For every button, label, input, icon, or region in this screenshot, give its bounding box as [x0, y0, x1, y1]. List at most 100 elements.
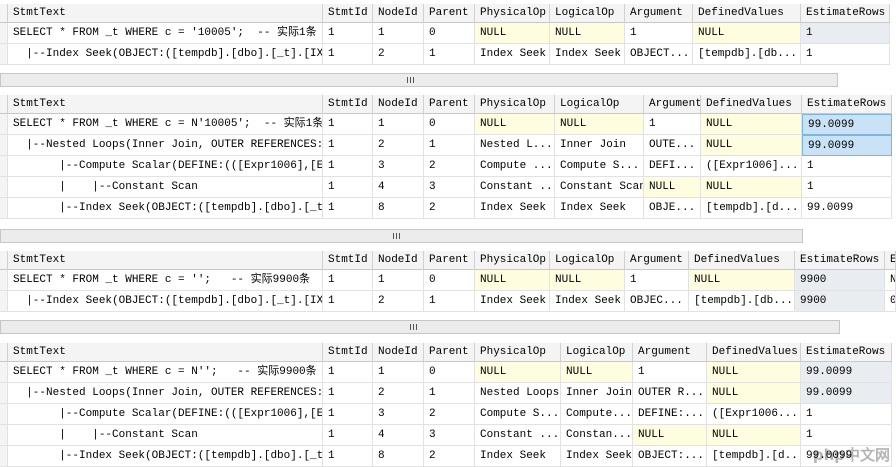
grid-cell[interactable]: |--Nested Loops(Inner Join, OUTER REFERE… [8, 135, 323, 156]
grid-cell[interactable]: 1 [625, 270, 689, 291]
grid-cell[interactable]: Compute S... [475, 404, 561, 425]
grid-cell[interactable]: NULL [550, 23, 625, 44]
grid-cell[interactable]: 1 [424, 135, 475, 156]
grid-cell[interactable]: 1 [801, 44, 890, 65]
grid-cell[interactable]: 1 [373, 114, 424, 135]
grid-cell[interactable]: 2 [424, 156, 475, 177]
column-header[interactable]: LogicalOp [550, 4, 625, 23]
grid-cell[interactable]: 1 [323, 404, 373, 425]
grid-cell[interactable]: Nested L... [475, 135, 555, 156]
grid-cell[interactable]: 3 [424, 425, 475, 446]
grid-cell[interactable]: Index Seek [550, 291, 625, 312]
column-header[interactable]: StmtId [323, 251, 373, 270]
grid-cell[interactable]: 1 [644, 114, 701, 135]
grid-cell[interactable]: [tempdb].[d... [701, 198, 802, 219]
grid-cell[interactable]: | |--Constant Scan [8, 177, 323, 198]
grid-cell[interactable]: 8 [373, 198, 424, 219]
grid-cell[interactable]: 1 [323, 44, 373, 65]
grid-cell[interactable]: 1 [323, 362, 373, 383]
column-header[interactable]: StmtText [8, 343, 323, 362]
grid-cell[interactable]: 1 [373, 270, 424, 291]
grid-cell[interactable]: SELECT * FROM _t WHERE c = ''; -- 实际9900… [8, 270, 323, 291]
column-header[interactable]: DefinedValues [689, 251, 795, 270]
grid-cell[interactable]: 0 [424, 23, 475, 44]
column-header[interactable]: Parent [424, 251, 475, 270]
grid-cell[interactable]: OBJECT:... [633, 446, 707, 467]
grid-cell[interactable]: 0 [885, 291, 896, 312]
column-header[interactable]: DefinedValues [693, 4, 801, 23]
grid-cell[interactable]: 1 [625, 23, 693, 44]
grid-cell[interactable]: Constant Scan [555, 177, 644, 198]
column-header[interactable]: NodeId [373, 4, 424, 23]
column-header[interactable]: Argument [644, 95, 701, 114]
column-header[interactable]: PhysicalOp [475, 4, 550, 23]
grid-cell[interactable]: OUTER R... [633, 383, 707, 404]
grid-cell[interactable]: 1 [424, 383, 475, 404]
grid-cell[interactable]: 3 [373, 404, 424, 425]
grid-cell[interactable]: 3 [373, 156, 424, 177]
grid-cell[interactable]: 2 [424, 198, 475, 219]
grid-cell[interactable]: 1 [424, 291, 475, 312]
grid-cell[interactable]: 1 [323, 383, 373, 404]
grid-cell[interactable]: [tempdb].[db... [689, 291, 795, 312]
grid-cell[interactable]: |--Index Seek(OBJECT:([tempdb].[dbo].[_t… [8, 198, 323, 219]
grid-cell[interactable]: NULL [633, 425, 707, 446]
grid-cell[interactable]: NULL [701, 177, 802, 198]
grid-cell[interactable]: NULL [693, 23, 801, 44]
column-header[interactable]: NodeId [373, 251, 424, 270]
grid-cell[interactable]: 1 [323, 23, 373, 44]
grid-cell[interactable]: DEFI... [644, 156, 701, 177]
grid-cell[interactable]: OBJECT... [625, 44, 693, 65]
grid-cell[interactable]: 1 [323, 425, 373, 446]
grid-cell[interactable]: 1 [323, 270, 373, 291]
grid-cell[interactable]: 1 [323, 291, 373, 312]
grid-cell[interactable]: Index Seek [555, 198, 644, 219]
grid-cell[interactable]: | |--Constant Scan [8, 425, 323, 446]
grid-cell[interactable]: 1 [633, 362, 707, 383]
grid-cell[interactable]: 0 [424, 270, 475, 291]
grid-cell[interactable]: 1 [323, 135, 373, 156]
grid-cell[interactable]: 9900 [795, 291, 885, 312]
column-header[interactable]: StmtId [323, 4, 373, 23]
column-header[interactable]: NodeId [373, 343, 424, 362]
grid-cell[interactable]: Constant ... [475, 425, 561, 446]
column-header[interactable]: Parent [424, 95, 475, 114]
grid-cell[interactable]: 8 [373, 446, 424, 467]
column-header[interactable]: E [885, 251, 896, 270]
grid-cell[interactable]: Inner Join [561, 383, 633, 404]
grid-cell[interactable]: 1 [424, 44, 475, 65]
grid-cell[interactable]: Compute... [561, 404, 633, 425]
column-header[interactable]: Argument [625, 251, 689, 270]
column-header[interactable]: Parent [424, 4, 475, 23]
grid-cell[interactable]: 2 [373, 135, 424, 156]
column-header[interactable]: PhysicalOp [475, 343, 561, 362]
grid-cell[interactable]: |--Index Seek(OBJECT:([tempdb].[dbo].[_t… [8, 291, 323, 312]
grid-cell[interactable]: 2 [424, 446, 475, 467]
grid-cell[interactable]: NULL [707, 425, 801, 446]
column-header[interactable]: NodeId [373, 95, 424, 114]
column-header[interactable]: DefinedValues [707, 343, 801, 362]
grid-cell[interactable]: NULL [475, 362, 561, 383]
grid-cell[interactable]: DEFINE:... [633, 404, 707, 425]
column-header[interactable]: EstimateRows [795, 251, 885, 270]
grid-cell[interactable]: 3 [424, 177, 475, 198]
column-header[interactable]: LogicalOp [550, 251, 625, 270]
grid-cell[interactable]: SELECT * FROM _t WHERE c = N'10005'; -- … [8, 114, 323, 135]
column-header[interactable]: EstimateRows [801, 343, 892, 362]
grid-cell[interactable]: 1 [323, 198, 373, 219]
grid-cell[interactable]: Index Seek [475, 291, 550, 312]
column-header[interactable]: Argument [625, 4, 693, 23]
grid-cell[interactable]: ([Expr1006]... [701, 156, 802, 177]
column-header[interactable]: PhysicalOp [475, 95, 555, 114]
grid-cell[interactable]: OBJEC... [625, 291, 689, 312]
grid-cell[interactable]: NULL [701, 114, 802, 135]
column-header[interactable]: StmtText [8, 251, 323, 270]
grid-cell[interactable]: 9900 [795, 270, 885, 291]
column-header[interactable]: PhysicalOp [475, 251, 550, 270]
grid-cell[interactable]: 2 [373, 383, 424, 404]
horizontal-scrollbar[interactable] [0, 73, 838, 87]
grid-cell[interactable]: N [885, 270, 896, 291]
grid-cell[interactable]: 1 [801, 425, 892, 446]
column-header[interactable]: EstimateRows [802, 95, 892, 114]
grid-cell[interactable]: NULL [707, 362, 801, 383]
